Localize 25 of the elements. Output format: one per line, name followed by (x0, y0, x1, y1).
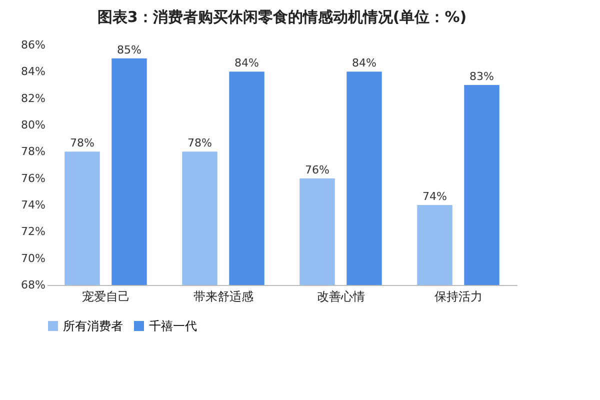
y-tick-label: 82% (21, 92, 46, 105)
y-tick-label: 70% (21, 252, 46, 265)
y-tick-label: 72% (21, 225, 46, 238)
data-label: 84% (352, 56, 376, 70)
data-label: 78% (188, 136, 212, 150)
y-tick-label: 78% (21, 145, 46, 158)
legend-label: 千禧一代 (149, 319, 197, 333)
y-tick-label: 86% (21, 38, 46, 52)
x-tick-label: 带来舒适感 (193, 290, 254, 304)
data-label: 84% (234, 56, 259, 70)
data-label: 76% (305, 163, 330, 176)
y-tick-label: 74% (21, 198, 46, 212)
x-tick-label: 改善心情 (316, 290, 365, 304)
x-tick-label: 保持活力 (434, 290, 482, 304)
data-label: 85% (117, 43, 142, 56)
y-tick-label: 68% (21, 278, 46, 292)
legend-label: 所有消费者 (63, 319, 123, 333)
data-label: 83% (470, 70, 494, 83)
y-tick-label: 84% (21, 65, 46, 78)
data-label: 74% (422, 190, 447, 203)
chart-title: 图表3：消费者购买休闲零食的情感动机情况(单位：%) (97, 8, 467, 26)
y-tick-label: 76% (21, 172, 46, 185)
y-tick-label: 80% (21, 118, 46, 132)
x-tick-label: 宠爱自己 (82, 290, 130, 304)
data-label: 78% (70, 136, 94, 150)
